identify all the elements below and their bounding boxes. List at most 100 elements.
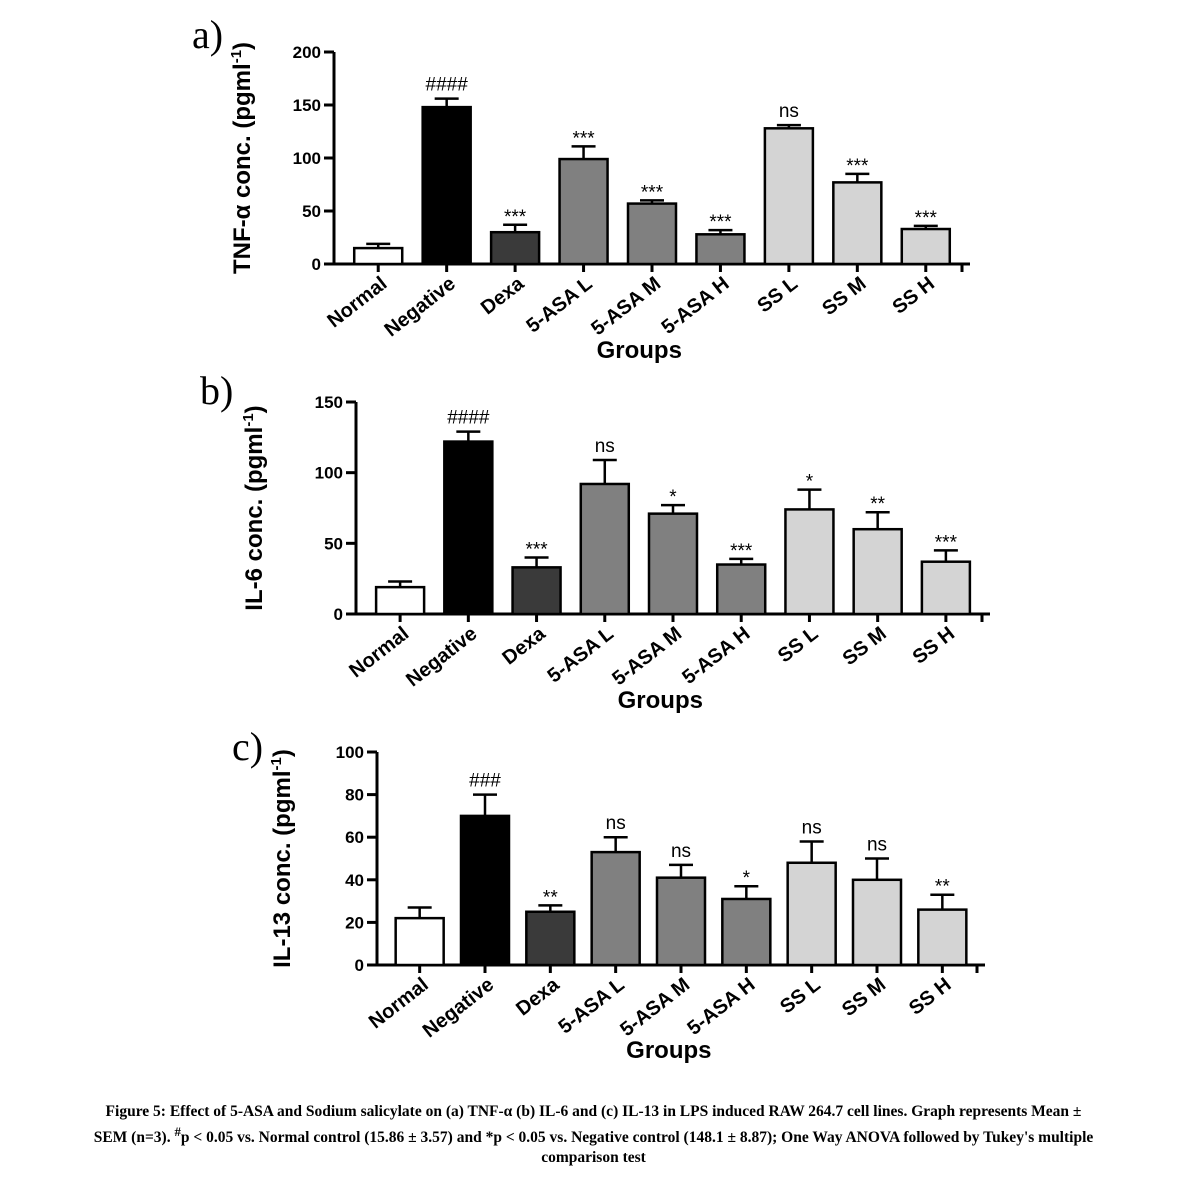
y-tick-label: 0 — [312, 255, 321, 274]
category-label: SS M — [838, 974, 890, 1021]
bar — [590, 850, 641, 967]
category-label: SS L — [753, 273, 802, 318]
y-tick-label: 60 — [345, 828, 364, 847]
panel-letter: c) — [232, 724, 263, 769]
bar — [832, 181, 883, 266]
bar — [579, 482, 631, 616]
bar — [786, 861, 837, 967]
y-tick-label: 0 — [355, 956, 364, 975]
bar — [647, 512, 699, 616]
figure-caption: Figure 5: Effect of 5-ASA and Sodium sal… — [10, 1102, 1177, 1168]
category-label: SS H — [909, 623, 959, 669]
bar — [421, 105, 472, 266]
category-label: Dexa — [477, 272, 529, 319]
bar — [763, 127, 815, 266]
bar — [489, 230, 541, 266]
y-axis-title-main: TNF-α conc. (pgml — [229, 63, 256, 274]
y-axis-title-superscript: -1 — [268, 757, 285, 770]
panel-c: c)020406080100Normal###Negative**Dexans5… — [232, 724, 985, 1064]
bar — [352, 246, 404, 266]
y-axis-title-close: ) — [241, 405, 268, 413]
category-label: Negative — [402, 623, 481, 692]
significance-label: *** — [846, 156, 869, 177]
category-label: 5-ASA M — [616, 974, 694, 1042]
y-axis-title: TNF-α conc. (pgml-1) — [228, 42, 256, 274]
caption-line-2: SEM (n=3). #p < 0.05 vs. Normal control … — [10, 1122, 1177, 1148]
y-tick-label: 150 — [293, 96, 321, 115]
significance-label: ** — [870, 494, 885, 515]
bar — [525, 910, 576, 967]
category-label: SS M — [818, 273, 870, 320]
significance-label: #### — [426, 75, 469, 96]
category-label: 5-ASA L — [544, 623, 618, 688]
category-label: Negative — [419, 974, 498, 1043]
bar — [784, 508, 835, 616]
category-label: Dexa — [498, 622, 550, 669]
significance-label: *** — [641, 182, 664, 203]
significance-label: *** — [915, 208, 938, 229]
significance-label: ns — [802, 817, 822, 838]
panel-b: b)050100150Normal####Negative***Dexans5-… — [200, 368, 990, 714]
x-axis-title: Groups — [597, 337, 682, 364]
category-label: SS H — [889, 273, 939, 319]
significance-label: ** — [935, 877, 950, 898]
panel-a: a)050100150200Normal####Negative***Dexa*… — [192, 12, 970, 364]
category-label: 5-ASA M — [587, 273, 665, 341]
y-tick-label: 100 — [293, 149, 321, 168]
significance-label: *** — [730, 541, 753, 562]
bar — [695, 233, 746, 266]
panel-letter: a) — [192, 12, 223, 57]
y-axis-title-superscript: -1 — [228, 50, 245, 63]
significance-label: * — [806, 472, 814, 493]
category-label: 5-ASA L — [554, 974, 628, 1039]
y-tick-label: 0 — [334, 605, 343, 624]
bar — [721, 897, 772, 967]
bar — [852, 527, 903, 616]
significance-label: ** — [543, 887, 558, 908]
bar — [511, 566, 562, 616]
significance-label: ns — [595, 436, 615, 457]
y-tick-label: 50 — [302, 202, 321, 221]
category-label: SS L — [776, 974, 825, 1019]
panel-letter: b) — [200, 368, 233, 413]
significance-label: ns — [606, 813, 626, 834]
significance-label: *** — [709, 212, 732, 233]
category-label: Dexa — [512, 973, 564, 1020]
category-label: 5-ASA H — [658, 273, 734, 339]
category-label: SS M — [839, 623, 891, 670]
caption-line-1: Figure 5: Effect of 5-ASA and Sodium sal… — [105, 1103, 1082, 1120]
y-axis-title-main: IL-13 conc. (pgml — [269, 770, 296, 967]
significance-label: ### — [469, 771, 501, 792]
category-label: Negative — [381, 273, 460, 342]
significance-label: *** — [525, 539, 548, 560]
y-axis-title-superscript: -1 — [240, 413, 257, 426]
y-tick-label: 50 — [324, 534, 343, 553]
y-axis-title-main: IL-6 conc. (pgml — [241, 427, 268, 611]
significance-label: ns — [779, 101, 799, 122]
caption-line-2-rest: p < 0.05 vs. Normal control (15.86 ± 3.5… — [180, 1129, 1094, 1147]
significance-label: ns — [671, 841, 691, 862]
x-axis-title: Groups — [626, 1037, 711, 1064]
y-tick-label: 80 — [345, 786, 364, 805]
bar — [626, 202, 678, 266]
significance-label: *** — [504, 207, 527, 228]
significance-label: ns — [867, 835, 887, 856]
bar — [374, 585, 426, 616]
significance-label: * — [669, 487, 677, 508]
bar — [900, 227, 952, 266]
x-axis-title: Groups — [618, 687, 703, 714]
bar — [851, 878, 903, 967]
significance-label: #### — [447, 408, 490, 429]
category-label: SS L — [774, 623, 823, 668]
caption-hash-superscript: # — [174, 1124, 181, 1139]
y-tick-label: 150 — [315, 393, 343, 412]
y-tick-label: 200 — [293, 43, 321, 62]
category-label: 5-ASA H — [683, 974, 759, 1040]
category-label: 5-ASA H — [678, 623, 754, 689]
y-axis-title: IL-13 conc. (pgml-1) — [268, 749, 296, 968]
significance-label: *** — [572, 128, 595, 149]
bar — [655, 876, 707, 967]
bar — [920, 560, 972, 616]
bar — [917, 908, 968, 967]
